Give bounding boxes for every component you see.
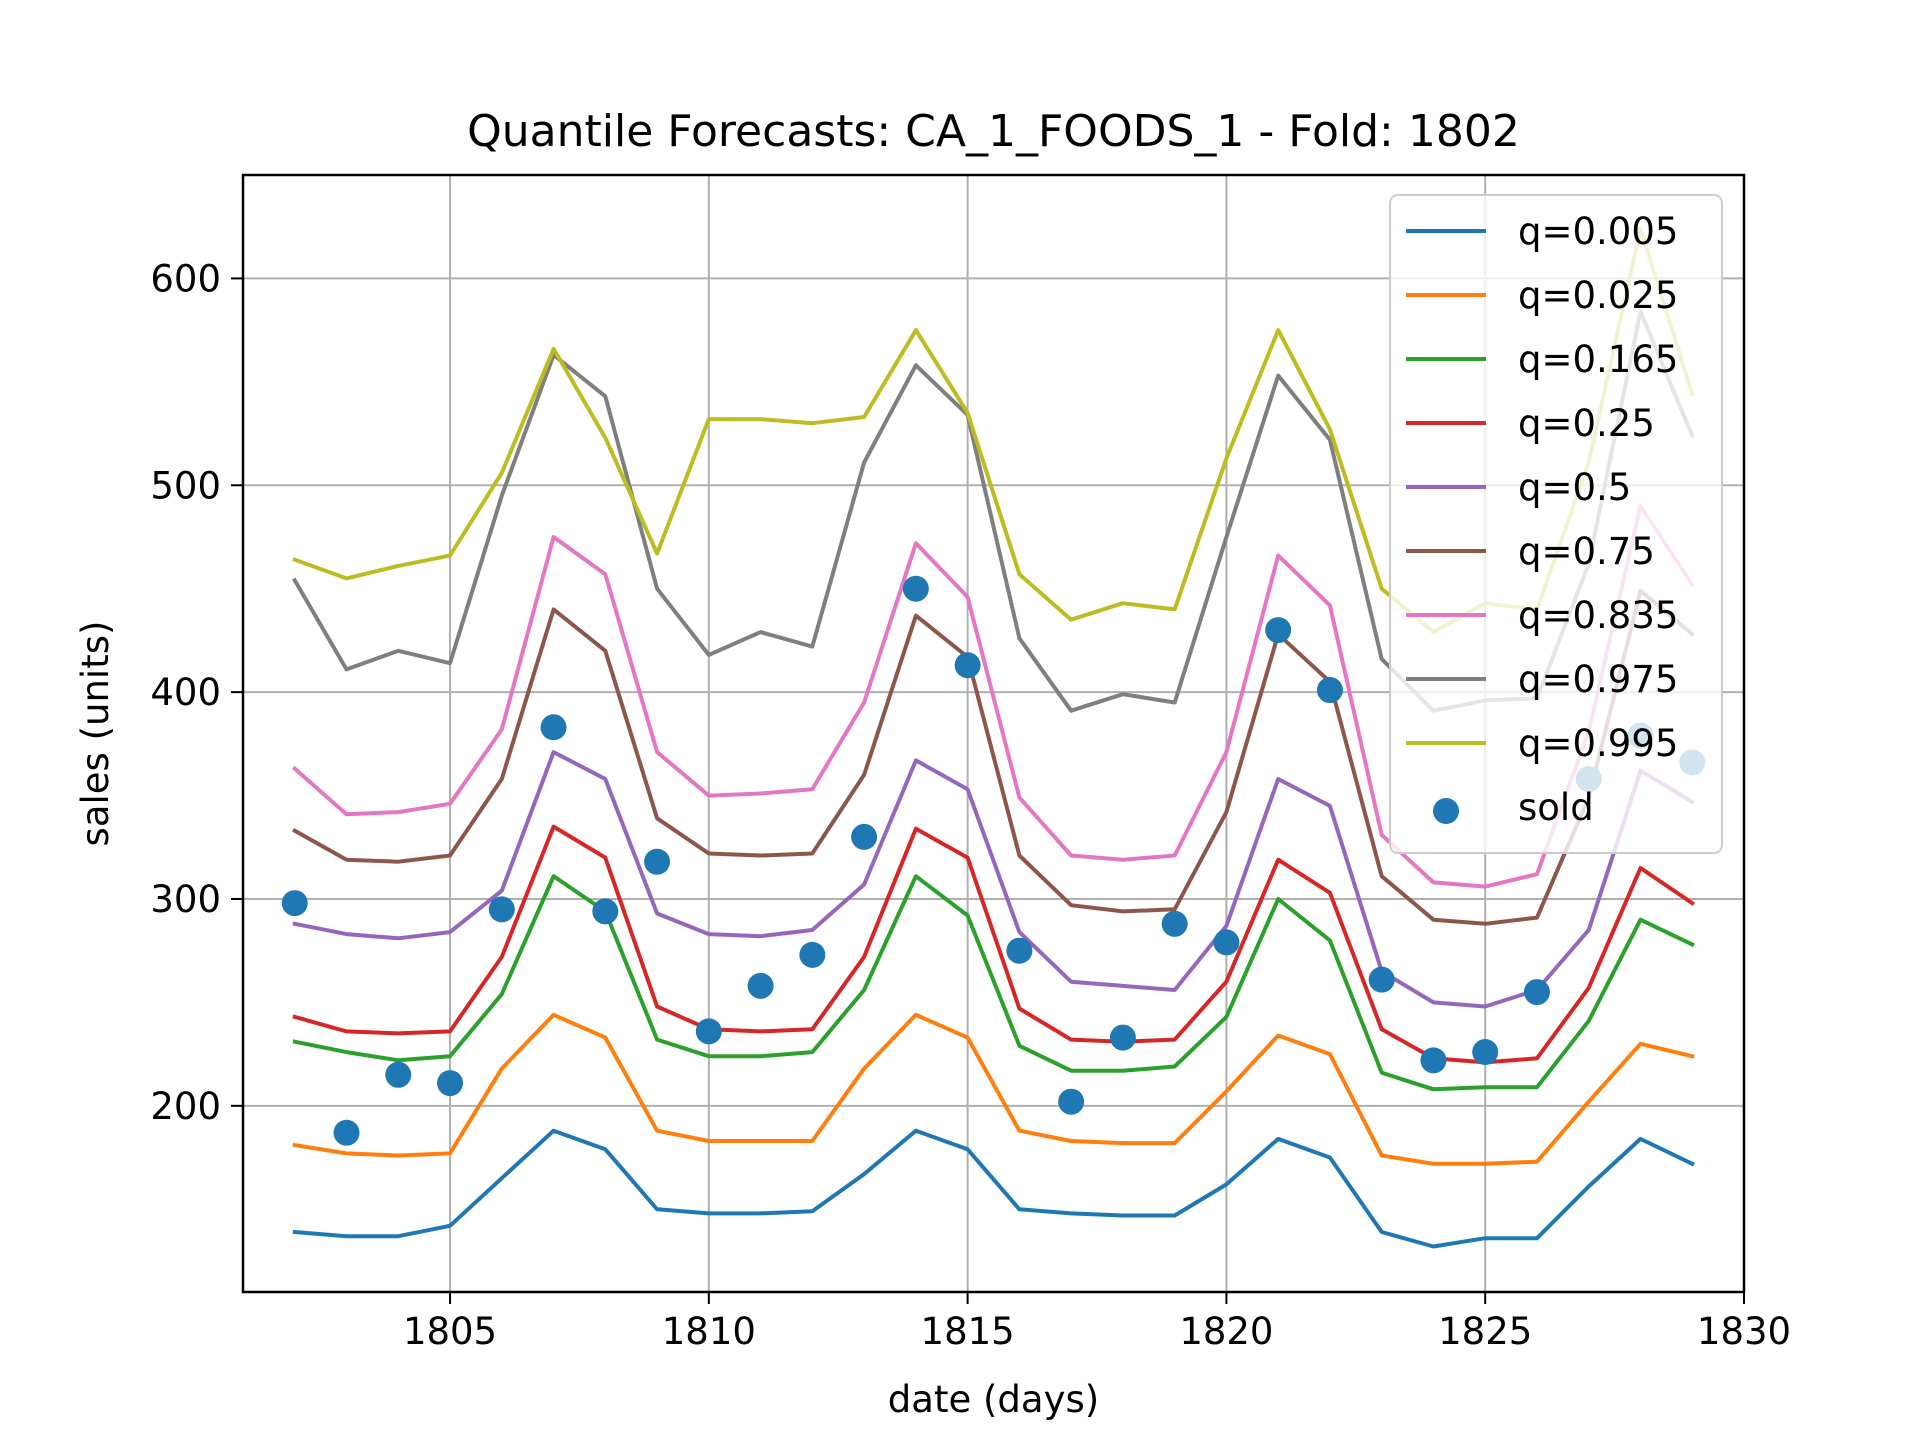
sold-point bbox=[1213, 929, 1240, 956]
legend-swatch-sold bbox=[1433, 798, 1459, 824]
legend-label: q=0.835 bbox=[1518, 594, 1678, 637]
sold-point bbox=[1265, 617, 1292, 644]
sold-point bbox=[1058, 1088, 1085, 1115]
legend-label: sold bbox=[1518, 786, 1594, 829]
sold-point bbox=[1161, 910, 1188, 937]
x-axis-label: date (days) bbox=[888, 1378, 1099, 1421]
legend-label: q=0.975 bbox=[1518, 658, 1678, 701]
y-axis-label: sales (units) bbox=[74, 621, 117, 847]
sold-point bbox=[488, 896, 515, 923]
sold-point bbox=[902, 575, 929, 602]
sold-point bbox=[1420, 1047, 1447, 1074]
legend: q=0.005 q=0.025 q=0.165 q=0.25 q=0.5 q=0.75 q=… bbox=[1389, 194, 1723, 854]
sold-point bbox=[1523, 979, 1550, 1006]
sold-point bbox=[592, 898, 619, 925]
sold-point bbox=[1472, 1039, 1499, 1066]
sold-point bbox=[799, 941, 826, 968]
y-tick-label: 200 bbox=[150, 1085, 221, 1128]
sold-points bbox=[281, 575, 1706, 1146]
sold-point bbox=[747, 972, 774, 999]
y-tick-label: 500 bbox=[150, 464, 221, 507]
y-tick-label: 300 bbox=[150, 878, 221, 921]
legend-label: q=0.165 bbox=[1518, 338, 1678, 381]
axis-ticks: 1805 1810 1815 1820 1825 1830 200 300 400 500 600 bbox=[150, 257, 1791, 1353]
series-line-q=0.5 bbox=[292, 750, 1695, 1009]
sold-point bbox=[540, 714, 567, 741]
series-line-q=0.75 bbox=[292, 588, 1696, 926]
y-tick-label: 400 bbox=[150, 671, 221, 714]
y-tick-label: 600 bbox=[150, 257, 221, 300]
x-tick-label: 1805 bbox=[403, 1310, 497, 1353]
sold-point bbox=[1006, 937, 1033, 964]
sold-point bbox=[281, 890, 308, 917]
sold-point bbox=[954, 652, 981, 679]
sold-point bbox=[644, 848, 671, 875]
legend-label: q=0.25 bbox=[1518, 402, 1655, 445]
sold-point bbox=[1109, 1024, 1136, 1051]
x-tick-label: 1815 bbox=[921, 1310, 1015, 1353]
series-line-q=0.25 bbox=[292, 824, 1695, 1065]
x-tick-label: 1830 bbox=[1697, 1310, 1791, 1353]
series-line-q=0.025 bbox=[292, 1012, 1695, 1166]
sold-point bbox=[1368, 966, 1395, 993]
plot-frame bbox=[241, 173, 1746, 1294]
series-line-q=0.835 bbox=[291, 504, 1695, 889]
series-line-q=0.165 bbox=[292, 874, 1695, 1092]
sold-point bbox=[695, 1018, 722, 1045]
sold-point bbox=[851, 823, 878, 850]
legend-label: q=0.5 bbox=[1518, 466, 1631, 509]
legend-label: q=0.75 bbox=[1518, 530, 1655, 573]
legend-label: q=0.995 bbox=[1518, 722, 1678, 765]
chart-title: Quantile Forecasts: CA_1_FOODS_1 - Fold:… bbox=[467, 106, 1520, 157]
series-line-q=0.005 bbox=[292, 1128, 1695, 1249]
x-tick-label: 1825 bbox=[1438, 1310, 1532, 1353]
legend-label: q=0.005 bbox=[1518, 210, 1678, 253]
sold-point bbox=[437, 1070, 464, 1097]
sold-point bbox=[333, 1119, 360, 1146]
sold-point bbox=[385, 1061, 412, 1088]
sold-point bbox=[1316, 677, 1343, 704]
legend-label: q=0.025 bbox=[1518, 274, 1678, 317]
x-tick-label: 1810 bbox=[662, 1310, 756, 1353]
x-tick-label: 1820 bbox=[1179, 1310, 1273, 1353]
